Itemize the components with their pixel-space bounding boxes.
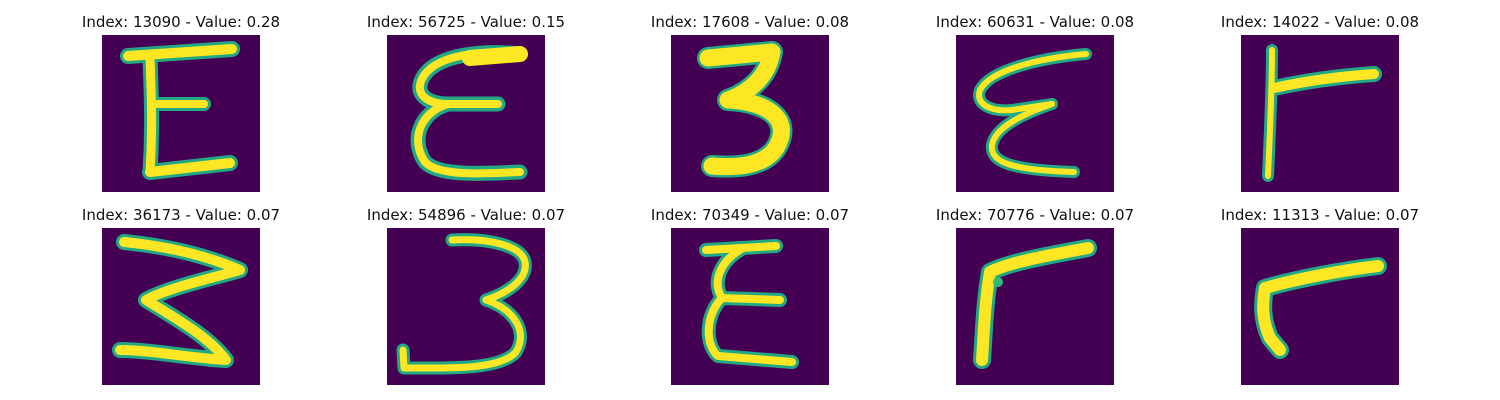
panel: Index: 11313 - Value: 0.07 <box>1221 206 1419 385</box>
panel: Index: 17608 - Value: 0.08 <box>651 13 849 192</box>
panel: Index: 14022 - Value: 0.08 <box>1221 13 1419 192</box>
panel: Index: 13090 - Value: 0.28 <box>82 13 280 192</box>
panel: Index: 70349 - Value: 0.07 <box>651 206 849 385</box>
panel-title: Index: 17608 - Value: 0.08 <box>651 13 849 31</box>
panel-title: Index: 11313 - Value: 0.07 <box>1221 206 1419 224</box>
panel-title: Index: 60631 - Value: 0.08 <box>936 13 1134 31</box>
handwritten-glyph <box>699 239 799 369</box>
panel: Index: 56725 - Value: 0.15 <box>367 13 565 192</box>
handwritten-glyph <box>112 234 248 368</box>
handwritten-glyph <box>1262 44 1382 182</box>
panel-title: Index: 70349 - Value: 0.07 <box>651 206 849 224</box>
handwritten-glyph <box>697 41 793 178</box>
handwritten-glyph <box>973 239 1097 369</box>
handwritten-glyph <box>396 233 532 375</box>
panel-title: Index: 13090 - Value: 0.28 <box>82 13 280 31</box>
panel: Index: 70776 - Value: 0.07 <box>936 206 1134 385</box>
panel-title: Index: 14022 - Value: 0.08 <box>1221 13 1419 31</box>
handwritten-glyph <box>1254 257 1387 359</box>
panel: Index: 54896 - Value: 0.07 <box>367 206 565 385</box>
panel-title: Index: 36173 - Value: 0.07 <box>82 206 280 224</box>
handwritten-glyph <box>120 41 240 180</box>
panel-title: Index: 54896 - Value: 0.07 <box>367 206 565 224</box>
panel-title: Index: 70776 - Value: 0.07 <box>936 206 1134 224</box>
panel: Index: 36173 - Value: 0.07 <box>82 206 280 385</box>
handwritten-glyph <box>410 45 528 181</box>
handwritten-glyph <box>973 48 1092 178</box>
panel: Index: 60631 - Value: 0.08 <box>936 13 1134 192</box>
panel-title: Index: 56725 - Value: 0.15 <box>367 13 565 31</box>
